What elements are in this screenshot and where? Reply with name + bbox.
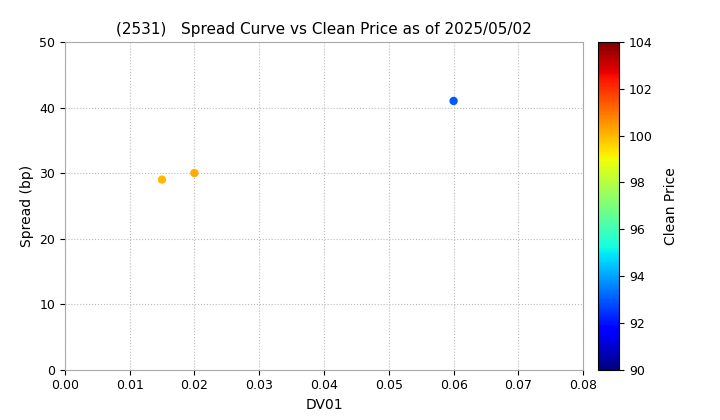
Title: (2531)   Spread Curve vs Clean Price as of 2025/05/02: (2531) Spread Curve vs Clean Price as of…: [116, 22, 532, 37]
Y-axis label: Clean Price: Clean Price: [664, 167, 678, 245]
Y-axis label: Spread (bp): Spread (bp): [19, 165, 34, 247]
X-axis label: DV01: DV01: [305, 398, 343, 412]
Point: [448, 97, 459, 104]
Point: [156, 176, 168, 183]
Point: [189, 170, 200, 176]
